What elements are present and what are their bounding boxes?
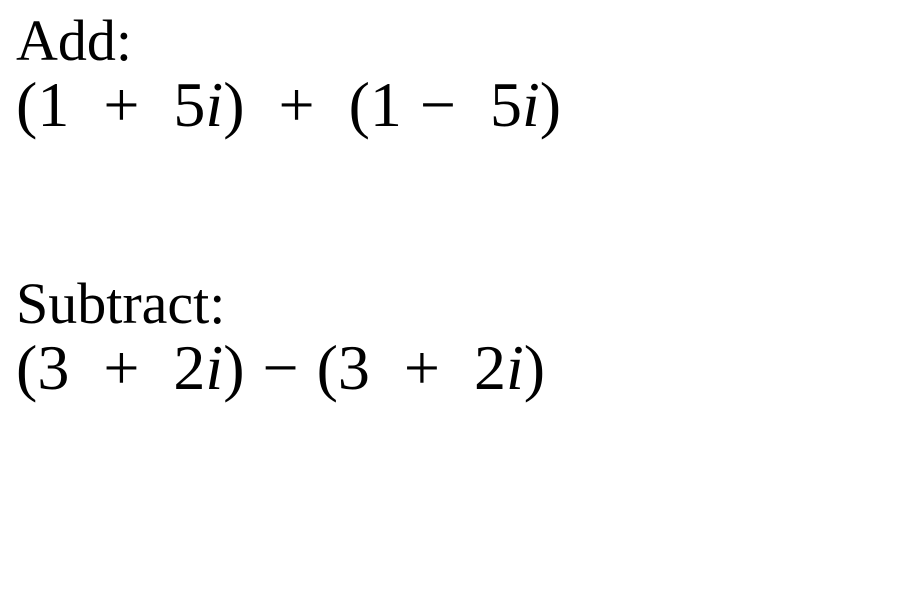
add-middle-op: +	[279, 69, 315, 140]
add-right-real: 1	[370, 69, 402, 140]
sub-right-open-paren: (	[317, 332, 338, 403]
page: Add: (1 + 5i) + (1 − 5i) Subtract: (3 + …	[0, 0, 909, 404]
add-label: Add:	[16, 12, 909, 70]
add-right-imag-coeff: 5	[490, 69, 522, 140]
subtract-label: Subtract:	[16, 275, 909, 333]
add-left-imag-coeff: 5	[173, 69, 205, 140]
sub-left-open-paren: (	[16, 332, 37, 403]
sub-left-i: i	[205, 332, 223, 403]
add-left-i: i	[205, 69, 223, 140]
add-left-close-paren: )	[223, 69, 244, 140]
sub-left-real: 3	[37, 332, 69, 403]
add-left-open-paren: (	[16, 69, 37, 140]
sub-right-i: i	[506, 332, 524, 403]
subtract-expression: (3 + 2i) − (3 + 2i)	[16, 333, 909, 403]
add-left-real: 1	[37, 69, 69, 140]
sub-middle-op: −	[263, 332, 299, 403]
add-right-open-paren: (	[349, 69, 370, 140]
sub-right-op: +	[404, 332, 440, 403]
sub-right-imag-coeff: 2	[474, 332, 506, 403]
add-expression: (1 + 5i) + (1 − 5i)	[16, 70, 909, 140]
section-gap	[16, 140, 909, 275]
add-right-i: i	[522, 69, 540, 140]
add-left-op: +	[103, 69, 139, 140]
sub-left-close-paren: )	[223, 332, 244, 403]
sub-left-imag-coeff: 2	[173, 332, 205, 403]
sub-right-real: 3	[338, 332, 370, 403]
add-right-close-paren: )	[540, 69, 561, 140]
add-right-op: −	[420, 69, 456, 140]
sub-left-op: +	[103, 332, 139, 403]
sub-right-close-paren: )	[524, 332, 545, 403]
